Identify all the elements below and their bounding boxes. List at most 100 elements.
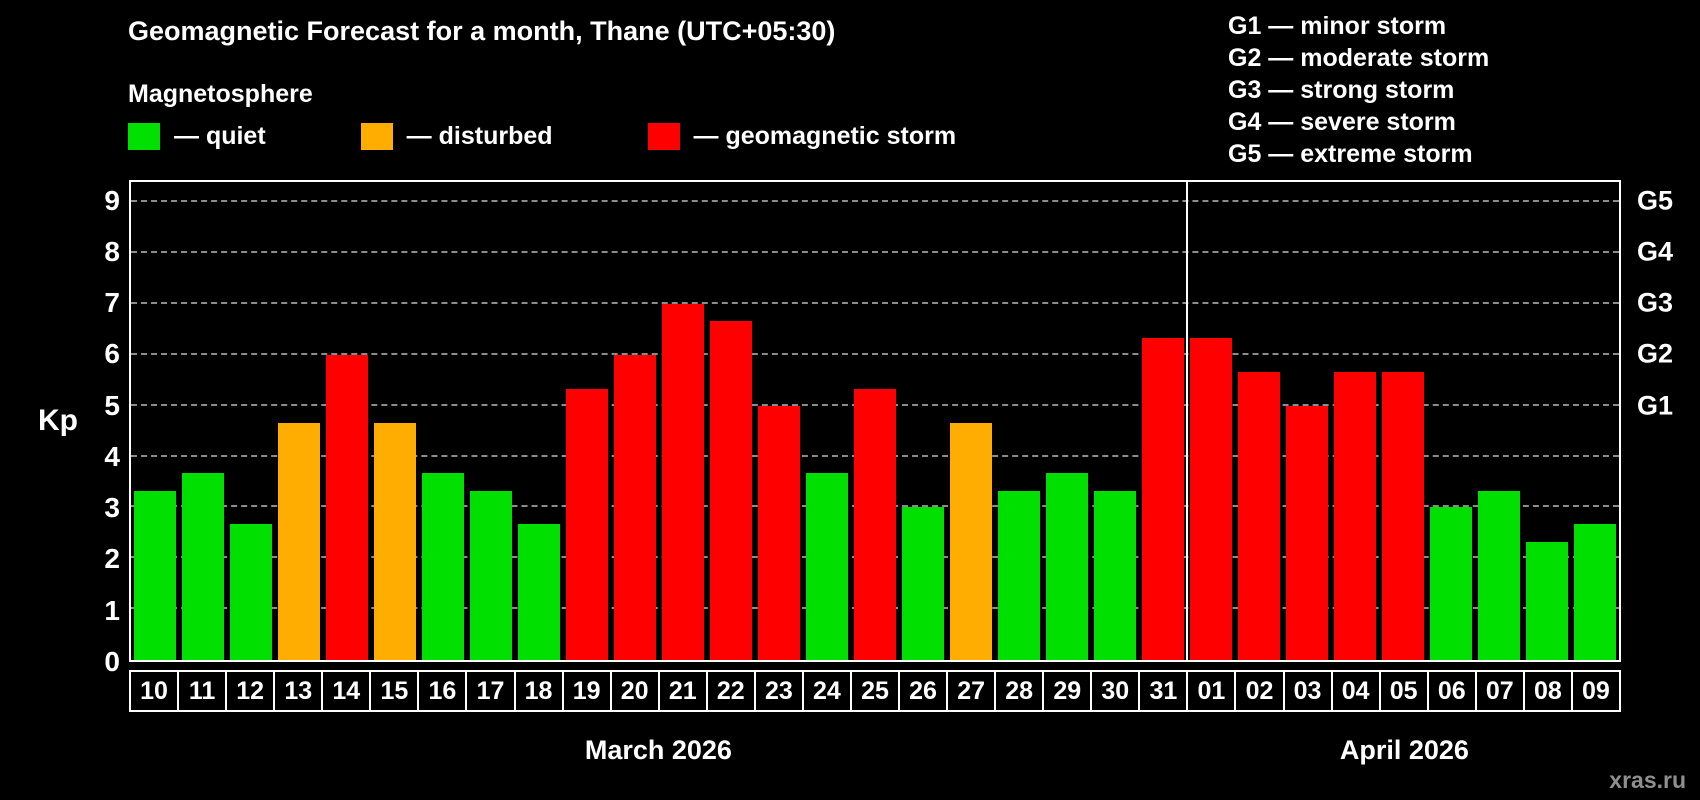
day-label-08: 08 — [1522, 670, 1573, 712]
bar-slot-10 — [131, 182, 179, 660]
y-tick-0: 0 — [104, 646, 120, 677]
bars — [131, 182, 1619, 660]
day-label-26: 26 — [898, 670, 949, 712]
bar-slot-13 — [275, 182, 323, 660]
bar-slot-18 — [515, 182, 563, 660]
g-tick-G1: G1 — [1637, 390, 1674, 421]
kp-bar-day-09 — [1574, 524, 1616, 660]
kp-bar-day-16 — [422, 473, 464, 660]
kp-bar-day-11 — [182, 473, 224, 660]
bar-slot-11 — [179, 182, 227, 660]
kp-bar-day-08 — [1526, 541, 1568, 660]
legend-quiet-label: — quiet — [174, 122, 266, 150]
kp-bar-day-07 — [1478, 490, 1520, 660]
bar-slot-16 — [419, 182, 467, 660]
plot-area — [129, 180, 1621, 662]
day-label-07: 07 — [1474, 670, 1525, 712]
legend-item-quiet: — quiet — [128, 122, 266, 151]
bar-slot-21 — [659, 182, 707, 660]
y-tick-2: 2 — [104, 543, 120, 575]
bar-slot-31 — [1139, 182, 1187, 660]
kp-bar-day-10 — [134, 490, 176, 660]
day-label-19: 19 — [561, 670, 612, 712]
day-label-06: 06 — [1426, 670, 1477, 712]
kp-bar-day-18 — [518, 524, 560, 660]
g-tick-G4: G4 — [1637, 236, 1674, 267]
month-labels-row: March 2026 April 2026 — [129, 735, 1621, 771]
watermark: xras.ru — [1609, 767, 1686, 793]
kp-bar-day-15 — [374, 422, 416, 660]
day-label-09: 09 — [1570, 670, 1621, 712]
month-divider — [1186, 182, 1188, 660]
kp-bar-day-01 — [1190, 338, 1232, 660]
bar-slot-26 — [899, 182, 947, 660]
bar-slot-06 — [1427, 182, 1475, 660]
day-label-27: 27 — [946, 670, 997, 712]
kp-bar-day-27 — [950, 422, 992, 660]
bar-slot-30 — [1091, 182, 1139, 660]
g-tick-G3: G3 — [1637, 287, 1674, 318]
day-label-01: 01 — [1186, 670, 1237, 712]
y-tick-6: 6 — [104, 338, 120, 370]
gridline-kp-9 — [131, 200, 1619, 203]
day-label-17: 17 — [465, 670, 516, 712]
day-label-15: 15 — [369, 670, 420, 712]
day-label-22: 22 — [705, 670, 756, 712]
gridline-kp-6 — [131, 352, 1619, 355]
day-label-14: 14 — [321, 670, 372, 712]
kp-bar-day-05 — [1382, 371, 1424, 660]
right-axis-g-scale: G1 G2 G3 G4 G5 — [1627, 180, 1699, 662]
day-label-25: 25 — [849, 670, 900, 712]
bar-slot-01 — [1187, 182, 1235, 660]
legend-storm-label: — geomagnetic storm — [693, 122, 957, 150]
bar-slot-17 — [467, 182, 515, 660]
g3-legend-line: G3 — strong storm — [1228, 76, 1455, 104]
g-scale-legend: G1 — minor storm G2 — moderate storm G3 … — [1228, 10, 1489, 170]
g1-legend-line: G1 — minor storm — [1228, 12, 1447, 40]
day-label-31: 31 — [1138, 670, 1189, 712]
y-tick-1: 1 — [104, 594, 120, 626]
kp-bar-day-26 — [902, 507, 944, 660]
bar-slot-03 — [1283, 182, 1331, 660]
y-tick-8: 8 — [104, 235, 120, 267]
kp-bar-day-03 — [1286, 405, 1328, 660]
day-label-23: 23 — [753, 670, 804, 712]
day-label-12: 12 — [225, 670, 276, 712]
kp-bar-day-29 — [1046, 473, 1088, 660]
day-label-20: 20 — [609, 670, 660, 712]
bar-slot-22 — [707, 182, 755, 660]
bar-slot-05 — [1379, 182, 1427, 660]
y-tick-4: 4 — [104, 440, 120, 472]
bar-slot-09 — [1571, 182, 1619, 660]
day-label-10: 10 — [129, 670, 180, 712]
kp-bar-day-19 — [566, 388, 608, 660]
bar-slot-19 — [563, 182, 611, 660]
magnetosphere-label: Magnetosphere — [128, 80, 313, 108]
bar-slot-25 — [851, 182, 899, 660]
legend-item-storm: — geomagnetic storm — [647, 122, 957, 151]
bar-slot-07 — [1475, 182, 1523, 660]
day-label-04: 04 — [1330, 670, 1381, 712]
day-labels-row: 10 11 12 13 14 15 16 17 18 19 20 21 22 23 24 25 26 27 28 29… — [129, 670, 1621, 712]
kp-bar-day-31 — [1142, 338, 1184, 660]
kp-bar-day-04 — [1334, 371, 1376, 660]
day-label-11: 11 — [177, 670, 228, 712]
bar-slot-12 — [227, 182, 275, 660]
kp-bar-day-02 — [1238, 371, 1280, 660]
day-label-13: 13 — [273, 670, 324, 712]
bar-slot-04 — [1331, 182, 1379, 660]
y-axis: 0 1 2 3 4 5 6 7 8 9 — [40, 180, 120, 675]
day-label-28: 28 — [994, 670, 1045, 712]
kp-bar-day-20 — [614, 354, 656, 660]
bar-slot-27 — [947, 182, 995, 660]
bar-slot-14 — [323, 182, 371, 660]
y-axis-title: Kp — [38, 404, 78, 437]
bar-slot-28 — [995, 182, 1043, 660]
g-tick-G2: G2 — [1637, 338, 1674, 369]
bar-slot-29 — [1043, 182, 1091, 660]
g4-legend-line: G4 — severe storm — [1228, 108, 1456, 136]
storm-swatch-icon — [647, 123, 680, 150]
month-label: March 2026 — [584, 735, 732, 765]
page-title: Geomagnetic Forecast for a month, Thane … — [128, 16, 836, 46]
